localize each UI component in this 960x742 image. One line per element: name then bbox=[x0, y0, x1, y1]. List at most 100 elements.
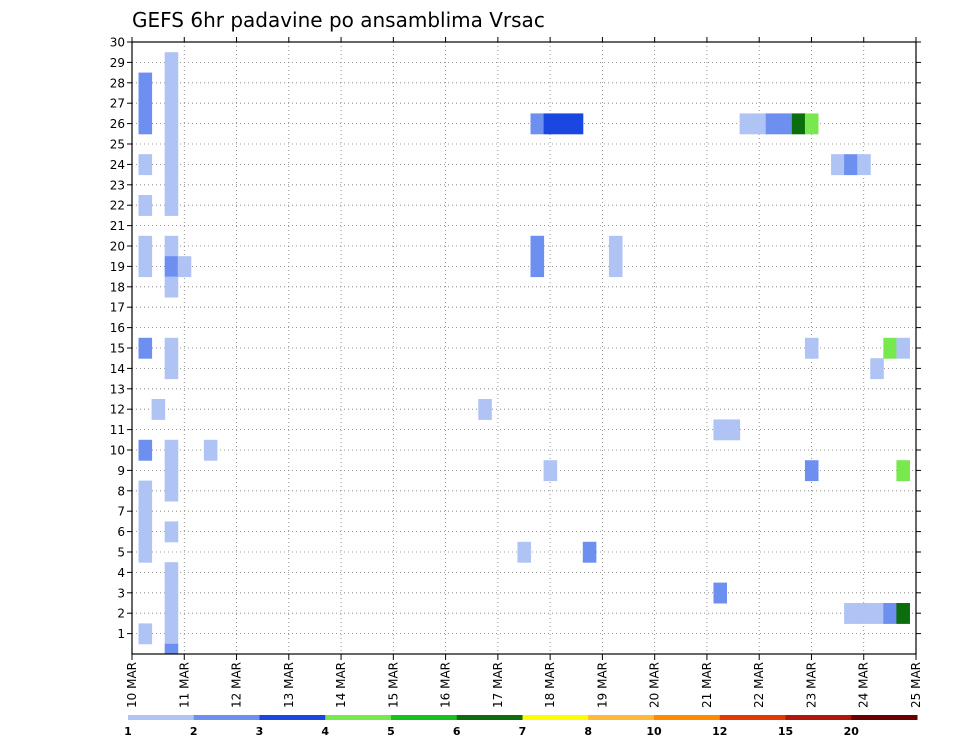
x-tick-label: 11 MAR bbox=[177, 662, 191, 708]
precip-cell bbox=[138, 195, 153, 216]
precip-cell bbox=[151, 399, 166, 420]
precip-cell bbox=[164, 195, 179, 216]
precip-cell bbox=[164, 72, 179, 94]
precip-cell bbox=[713, 419, 728, 441]
y-axis: 1234567891011121314151617181920212223242… bbox=[110, 36, 921, 641]
precip-cell bbox=[804, 113, 819, 135]
y-tick-label: 19 bbox=[110, 260, 125, 274]
precip-cell bbox=[138, 72, 153, 94]
x-tick-label: 16 MAR bbox=[439, 662, 453, 708]
precip-cell bbox=[138, 154, 153, 176]
y-tick-label: 2 bbox=[117, 607, 125, 621]
y-tick-label: 14 bbox=[110, 362, 125, 376]
x-tick-label: 24 MAR bbox=[857, 662, 871, 708]
colorbar-label: 8 bbox=[584, 725, 592, 738]
x-tick-label: 18 MAR bbox=[543, 662, 557, 708]
precip-cell bbox=[726, 419, 741, 441]
precip-cell bbox=[138, 337, 153, 359]
y-tick-label: 8 bbox=[117, 484, 125, 498]
x-tick-label: 17 MAR bbox=[491, 662, 505, 708]
x-tick-label: 22 MAR bbox=[752, 662, 766, 708]
gridlines bbox=[132, 42, 916, 654]
precip-cell bbox=[138, 93, 153, 114]
precip-cell bbox=[530, 235, 545, 257]
colorbar-swatch bbox=[785, 715, 852, 720]
precip-cell bbox=[164, 93, 179, 114]
colorbar-swatch bbox=[522, 715, 589, 720]
x-tick-label: 13 MAR bbox=[282, 662, 296, 708]
precip-cell bbox=[164, 521, 179, 543]
precip-cell bbox=[883, 603, 897, 624]
precip-cell bbox=[138, 256, 153, 278]
precip-cell bbox=[138, 235, 153, 257]
precip-cell bbox=[138, 541, 153, 563]
y-tick-label: 6 bbox=[117, 525, 125, 539]
precip-cell bbox=[177, 256, 192, 278]
precip-cell bbox=[543, 460, 558, 482]
precip-cell bbox=[203, 439, 218, 461]
precip-cell bbox=[164, 439, 179, 461]
y-tick-label: 16 bbox=[110, 321, 125, 335]
y-tick-label: 7 bbox=[117, 505, 125, 519]
x-tick-label: 10 MAR bbox=[125, 662, 139, 708]
precip-cell bbox=[857, 603, 871, 624]
colorbar-label: 4 bbox=[321, 725, 329, 738]
colorbar-label: 10 bbox=[646, 725, 662, 738]
colorbar-swatch bbox=[456, 715, 523, 720]
precip-cell bbox=[778, 113, 793, 135]
precip-cell bbox=[517, 541, 532, 563]
y-tick-label: 26 bbox=[110, 117, 125, 131]
precip-cell bbox=[478, 399, 492, 420]
y-tick-label: 30 bbox=[110, 36, 125, 50]
colorbar-swatch bbox=[259, 715, 326, 720]
precip-cell bbox=[164, 174, 179, 196]
precip-cell bbox=[870, 603, 884, 624]
precip-cell bbox=[608, 235, 623, 257]
y-tick-label: 15 bbox=[110, 342, 125, 356]
precip-cell bbox=[138, 623, 153, 645]
y-tick-label: 28 bbox=[110, 76, 125, 90]
precip-cell bbox=[883, 337, 897, 359]
precip-cell bbox=[844, 603, 858, 624]
y-tick-label: 4 bbox=[117, 566, 125, 580]
precip-cell bbox=[791, 113, 806, 135]
precip-cell bbox=[164, 113, 179, 135]
colorbar-swatch bbox=[654, 715, 721, 720]
precip-cell bbox=[164, 460, 179, 482]
y-tick-label: 24 bbox=[110, 158, 125, 172]
x-tick-label: 19 MAR bbox=[595, 662, 609, 708]
precip-cell bbox=[896, 337, 910, 359]
precip-cell bbox=[739, 113, 754, 135]
y-tick-label: 23 bbox=[110, 178, 125, 192]
colorbar-label: 5 bbox=[387, 725, 395, 738]
y-tick-label: 22 bbox=[110, 199, 125, 213]
precip-cell bbox=[164, 643, 179, 655]
precip-cell bbox=[857, 154, 871, 176]
precip-cell bbox=[164, 603, 179, 624]
precip-cell bbox=[138, 521, 153, 543]
precip-cell bbox=[608, 256, 623, 278]
precip-cell bbox=[844, 154, 858, 176]
colorbar-label: 15 bbox=[778, 725, 793, 738]
precip-cell bbox=[164, 133, 179, 155]
y-tick-label: 12 bbox=[110, 403, 125, 417]
x-tick-label: 12 MAR bbox=[230, 662, 244, 708]
colorbar-swatch bbox=[851, 715, 918, 720]
y-tick-label: 18 bbox=[110, 280, 125, 294]
precip-cell bbox=[831, 154, 845, 176]
precip-cell bbox=[556, 113, 571, 135]
precip-cell bbox=[713, 582, 728, 604]
precip-cell bbox=[569, 113, 584, 135]
x-tick-label: 14 MAR bbox=[334, 662, 348, 708]
precip-cell bbox=[164, 256, 179, 278]
x-tick-label: 21 MAR bbox=[700, 662, 714, 708]
y-tick-label: 5 bbox=[117, 546, 125, 560]
precip-cell bbox=[164, 562, 179, 584]
colorbar-label: 2 bbox=[190, 725, 198, 738]
precip-cell bbox=[804, 460, 819, 482]
x-tick-label: 20 MAR bbox=[648, 662, 662, 708]
y-tick-label: 27 bbox=[110, 97, 125, 111]
colorbar-label: 12 bbox=[712, 725, 727, 738]
precip-cell bbox=[138, 439, 153, 461]
y-tick-label: 29 bbox=[110, 56, 125, 70]
